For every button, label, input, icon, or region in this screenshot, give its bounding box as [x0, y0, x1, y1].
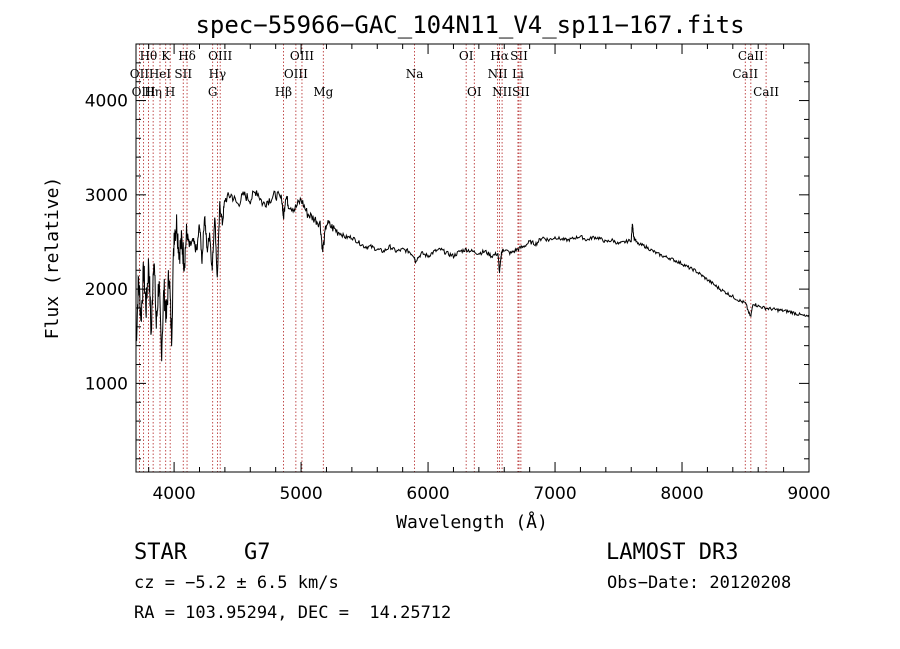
line-label: NII	[488, 67, 508, 81]
x-tick-label: 5000	[279, 484, 322, 504]
x-tick-label: 9000	[787, 484, 830, 504]
line-label: Hβ	[275, 85, 292, 99]
line-label: Hη	[144, 85, 162, 99]
line-label: H	[165, 85, 175, 99]
y-tick-label: 3000	[85, 186, 128, 206]
line-label: Hγ	[209, 67, 227, 81]
coordinates-label: RA = 103.95294, DEC = 14.25712	[134, 603, 452, 623]
line-label: OIII	[284, 67, 308, 81]
line-label: K	[161, 49, 171, 63]
chart-title: spec−55966−GAC_104N11_V4_sp11−167.fits	[195, 11, 744, 39]
x-axis-label: Wavelength (Å)	[396, 511, 548, 533]
velocity-label: cz = −5.2 ± 6.5 km/s	[134, 573, 339, 593]
line-label: CaII	[738, 49, 764, 63]
line-label: OI	[459, 49, 474, 63]
line-label: OI	[467, 85, 482, 99]
x-tick-label: 6000	[406, 484, 449, 504]
plot-frame	[135, 43, 810, 473]
survey-label: LAMOST DR3	[606, 540, 739, 565]
x-tick-label: 4000	[152, 484, 195, 504]
line-label: Na	[406, 67, 424, 81]
line-label: CaII	[753, 85, 779, 99]
y-tick-label: 2000	[85, 280, 128, 300]
x-tick-label: 8000	[660, 484, 703, 504]
spectral-subclass: G7	[244, 540, 271, 565]
line-label: HeI	[149, 67, 172, 81]
line-label: SII	[512, 85, 530, 99]
line-label: Li	[512, 67, 524, 81]
object-class: STAR	[134, 540, 187, 565]
line-label: Hα	[490, 49, 509, 63]
y-axis-label: Flux (relative)	[42, 177, 63, 340]
line-label: OIII	[290, 49, 314, 63]
line-label: OII	[130, 67, 150, 81]
line-label: SII	[510, 49, 528, 63]
spectrum-series	[135, 190, 810, 362]
line-label: OIII	[132, 85, 156, 99]
line-label: Mg	[313, 85, 333, 99]
line-label: CaII	[732, 67, 758, 81]
line-label: OIII	[208, 49, 232, 63]
line-label: G	[208, 85, 218, 99]
line-label: Hδ	[178, 49, 196, 63]
y-tick-label: 1000	[85, 374, 128, 394]
y-tick-label: 4000	[85, 92, 128, 112]
line-label: Hθ	[140, 49, 158, 63]
line-label: SII	[174, 67, 192, 81]
obs-date-label: Obs−Date: 20120208	[607, 573, 792, 593]
line-label: NII	[492, 85, 512, 99]
x-tick-label: 7000	[533, 484, 576, 504]
